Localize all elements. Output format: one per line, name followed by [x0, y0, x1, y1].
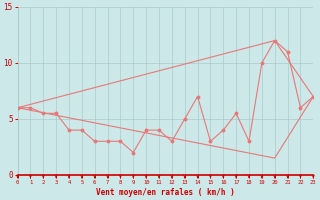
X-axis label: Vent moyen/en rafales ( km/h ): Vent moyen/en rafales ( km/h ) — [96, 188, 235, 197]
